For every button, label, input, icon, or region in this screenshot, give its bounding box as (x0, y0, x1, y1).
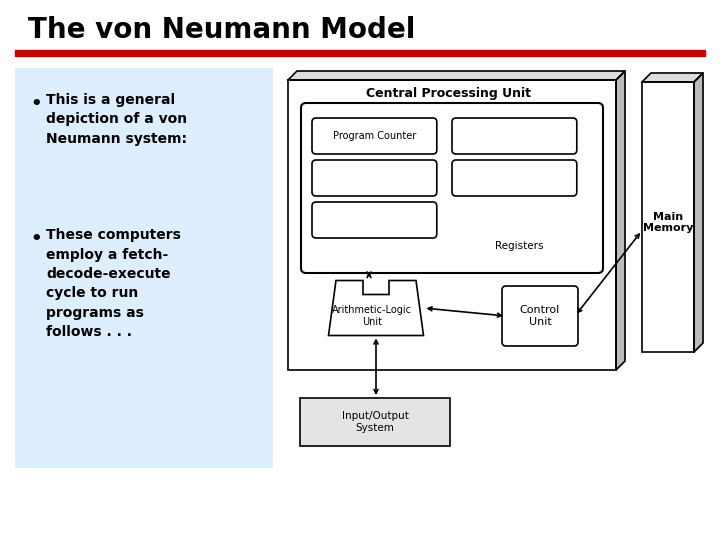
Polygon shape (694, 73, 703, 352)
Text: •: • (30, 95, 42, 113)
Text: •: • (30, 230, 42, 248)
Bar (300, 398, 450, 446)
Text: Registers: Registers (495, 241, 544, 251)
FancyBboxPatch shape (312, 118, 437, 154)
Polygon shape (328, 280, 423, 335)
FancyBboxPatch shape (312, 202, 437, 238)
Bar (15, 68, 273, 468)
Text: Program Counter: Program Counter (333, 131, 416, 141)
Text: Central Processing Unit: Central Processing Unit (366, 86, 531, 99)
Text: The von Neumann Model: The von Neumann Model (28, 16, 415, 44)
Polygon shape (616, 71, 625, 370)
Text: This is a general
depiction of a von
Neumann system:: This is a general depiction of a von Neu… (46, 93, 187, 146)
Text: Control
Unit: Control Unit (520, 305, 560, 327)
FancyBboxPatch shape (301, 103, 603, 273)
Bar (288, 80, 616, 370)
Text: Arithmetic-Logic
Unit: Arithmetic-Logic Unit (332, 305, 412, 327)
FancyBboxPatch shape (312, 160, 437, 196)
Polygon shape (288, 71, 625, 80)
Polygon shape (642, 73, 703, 82)
Text: Main
Memory: Main Memory (643, 212, 693, 233)
Bar (642, 82, 694, 352)
Bar (15, 50, 705, 56)
Text: These computers
employ a fetch-
decode-execute
cycle to run
programs as
follows : These computers employ a fetch- decode-e… (46, 228, 181, 340)
FancyBboxPatch shape (452, 118, 577, 154)
FancyBboxPatch shape (452, 160, 577, 196)
Text: Input/Output
System: Input/Output System (341, 411, 408, 433)
FancyBboxPatch shape (502, 286, 578, 346)
